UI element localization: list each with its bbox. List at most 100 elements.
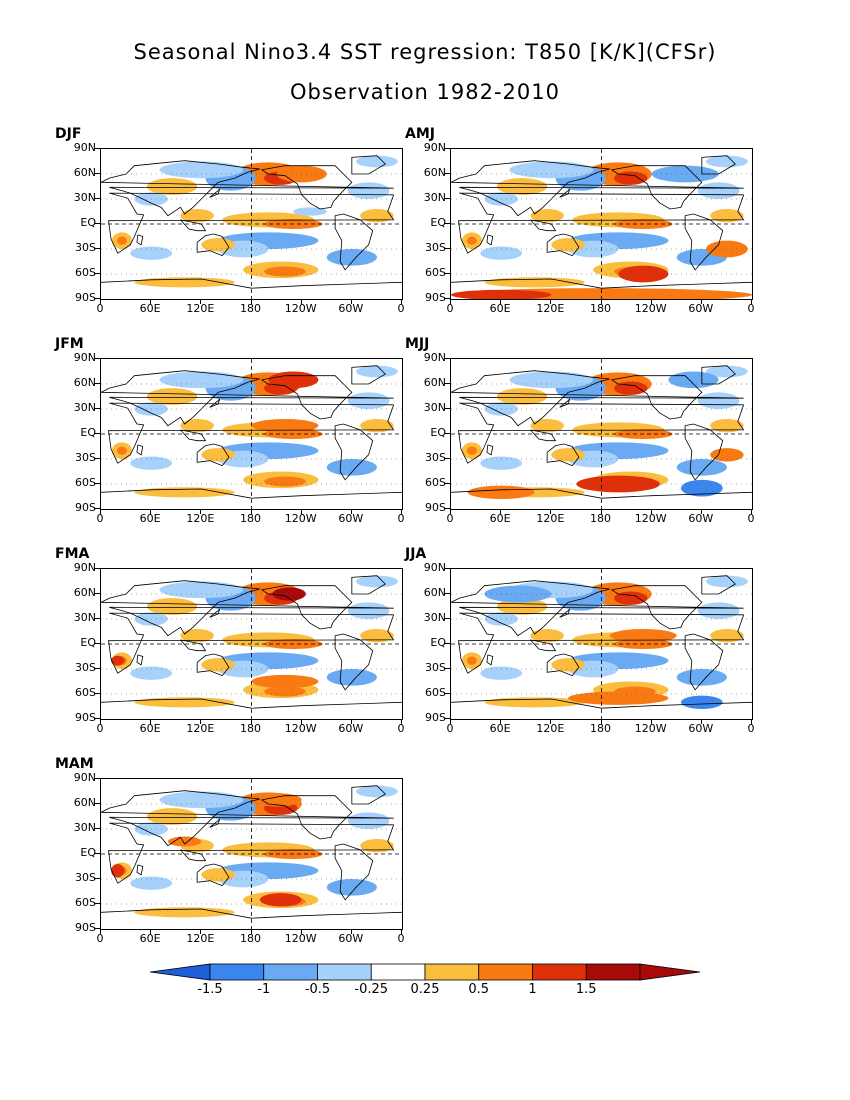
map-svg: [101, 779, 402, 929]
coastline: [559, 188, 571, 198]
lon-tick: [600, 299, 602, 304]
anomaly-contour: [360, 839, 394, 853]
lat-tick-label: 60S: [75, 266, 96, 279]
anomaly-contour: [496, 388, 548, 405]
lon-tick: [200, 299, 202, 304]
lat-tick-label: EQ: [80, 636, 96, 649]
colorbar-box: [478, 963, 533, 981]
coastline: [136, 864, 144, 876]
anomaly-contour: [480, 666, 523, 680]
lon-tick-label: 180: [240, 932, 261, 945]
anomaly-contour: [480, 456, 523, 470]
lat-tick-label: 60S: [75, 896, 96, 909]
anomaly-contour: [146, 598, 198, 615]
anomaly-contour: [180, 209, 214, 223]
lon-tick-label: 0: [446, 302, 454, 315]
lon-tick: [100, 719, 101, 724]
lat-tick: [94, 458, 100, 459]
anomaly-contour: [530, 629, 564, 643]
anomaly-contour: [293, 207, 327, 216]
lat-tick-label: 90S: [425, 501, 446, 514]
lon-tick: [150, 299, 152, 304]
coastline: [334, 423, 374, 481]
lon-tick-label: 120E: [186, 722, 215, 735]
lat-tick-label: 60N: [73, 586, 96, 599]
lon-tick: [150, 509, 152, 514]
lat-tick: [94, 778, 100, 779]
lon-tick-label: 0: [397, 722, 405, 735]
anomaly-contour: [259, 893, 302, 907]
lon-tick-label: 60E: [489, 512, 511, 525]
coastline: [451, 160, 744, 217]
lon-tick: [600, 719, 602, 724]
anomaly-contour: [130, 456, 173, 470]
lat-tick-label: 60S: [425, 266, 446, 279]
lon-tick-label: 180: [590, 302, 611, 315]
lon-tick: [300, 719, 302, 724]
anomaly-contour: [356, 155, 398, 168]
lon-tick-label: 0: [96, 932, 104, 945]
coastlines: [451, 365, 752, 499]
anomaly-contour: [159, 791, 244, 809]
anomaly-contour: [251, 793, 302, 807]
lat-tick: [94, 483, 100, 484]
coastline: [261, 375, 353, 420]
anomaly-contour: [201, 238, 235, 252]
lon-tick: [200, 929, 202, 934]
anomaly-contour: [509, 161, 594, 179]
coastline: [351, 155, 386, 175]
colorbar-label: -0.5: [304, 982, 331, 997]
lat-tick: [444, 173, 450, 174]
lat-tick: [94, 273, 100, 274]
panel-label: JFM: [55, 336, 84, 352]
coastline: [209, 398, 221, 408]
lon-tick: [550, 509, 552, 514]
lat-tick-label: 60S: [75, 686, 96, 699]
coastline: [196, 443, 230, 467]
anomaly-contour: [130, 876, 173, 890]
map-svg: [101, 149, 402, 299]
coastline: [351, 575, 386, 595]
lat-tick-label: 90N: [423, 141, 446, 154]
anomaly-contour: [159, 371, 244, 389]
lat-tick-label: 90N: [423, 351, 446, 364]
anomaly-contour: [551, 658, 585, 672]
lon-tick-label: 0: [96, 722, 104, 735]
lon-tick-label: 120W: [284, 512, 317, 525]
lat-tick-label: 30N: [423, 611, 446, 624]
coastline: [209, 188, 221, 198]
coastline: [196, 233, 230, 257]
coastline: [458, 612, 745, 674]
lat-tick-label: 30S: [425, 451, 446, 464]
coastline: [261, 795, 353, 840]
lat-tick-label: 90N: [73, 351, 96, 364]
map-plot: [450, 568, 753, 720]
anomaly-contour: [706, 155, 748, 168]
lat-tick-label: 30N: [73, 191, 96, 204]
lon-tick: [200, 719, 202, 724]
lat-tick: [94, 853, 100, 854]
lon-tick-label: 180: [590, 722, 611, 735]
coastline: [209, 818, 221, 828]
anomaly-contour: [347, 812, 390, 829]
lat-tick-label: 30S: [425, 661, 446, 674]
lat-tick: [94, 643, 100, 644]
anomaly-contour: [272, 587, 306, 601]
anomaly-contour: [530, 419, 564, 433]
lat-tick: [94, 693, 100, 694]
map-plot: [450, 148, 753, 300]
coastline: [180, 849, 207, 862]
lat-tick: [94, 408, 100, 409]
anomaly-contour: [264, 266, 306, 277]
anomaly-contour: [130, 666, 173, 680]
coastlines: [451, 155, 752, 289]
coastline: [684, 213, 724, 271]
lon-tick-label: 180: [240, 722, 261, 735]
colorbar-label: 0.25: [410, 982, 440, 997]
lat-tick-label: 90S: [75, 501, 96, 514]
lat-tick: [94, 568, 100, 569]
colorbar-box: [585, 963, 641, 981]
panel-label: DJF: [55, 126, 82, 142]
anomaly-contour: [466, 236, 477, 245]
anomaly-contour: [201, 868, 235, 882]
